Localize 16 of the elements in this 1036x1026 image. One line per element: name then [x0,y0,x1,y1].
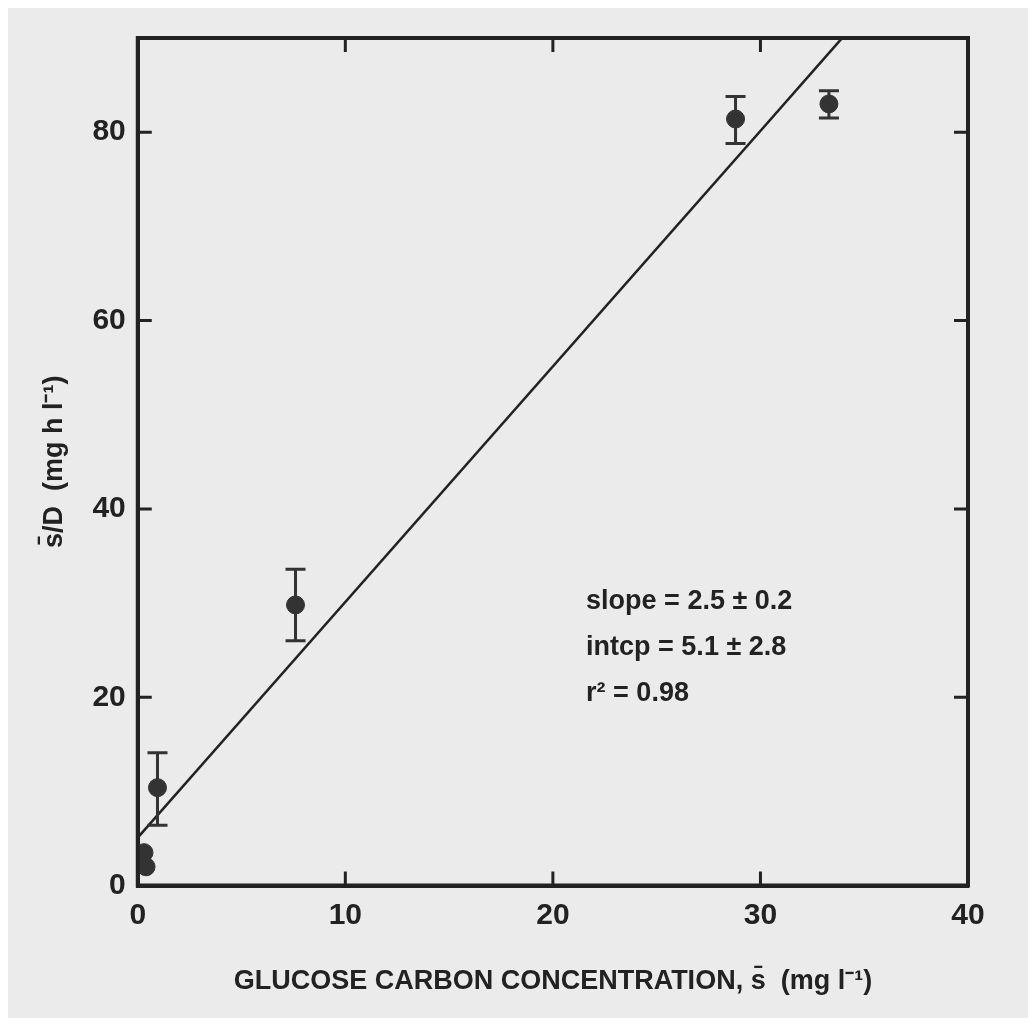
y-tick-label: 0 [109,866,126,900]
x-axis-title: GLUCOSE CARBON CONCENTRATION, s̄ (mg l⁻¹) [233,965,873,996]
x-tick-label: 40 [951,896,985,930]
y-tick-label: 20 [92,678,126,712]
x-tick-label: 0 [129,896,147,930]
annotation: slope = 2.5 ± 0.2 [586,585,793,616]
point [137,857,156,877]
x-tick-label: 20 [536,896,570,930]
x-tick-label: 30 [743,896,778,930]
y-tick-label: 80 [92,113,126,147]
annotation: intcp = 5.1 ± 2.8 [586,631,787,662]
annotation: r² = 0.98 [586,677,689,708]
x-tick-label: 10 [328,896,363,930]
y-axis-title: s̄/D (mg h l⁻¹) [37,375,68,549]
y-tick-label: 60 [92,301,126,335]
y-tick-label: 40 [92,490,126,524]
